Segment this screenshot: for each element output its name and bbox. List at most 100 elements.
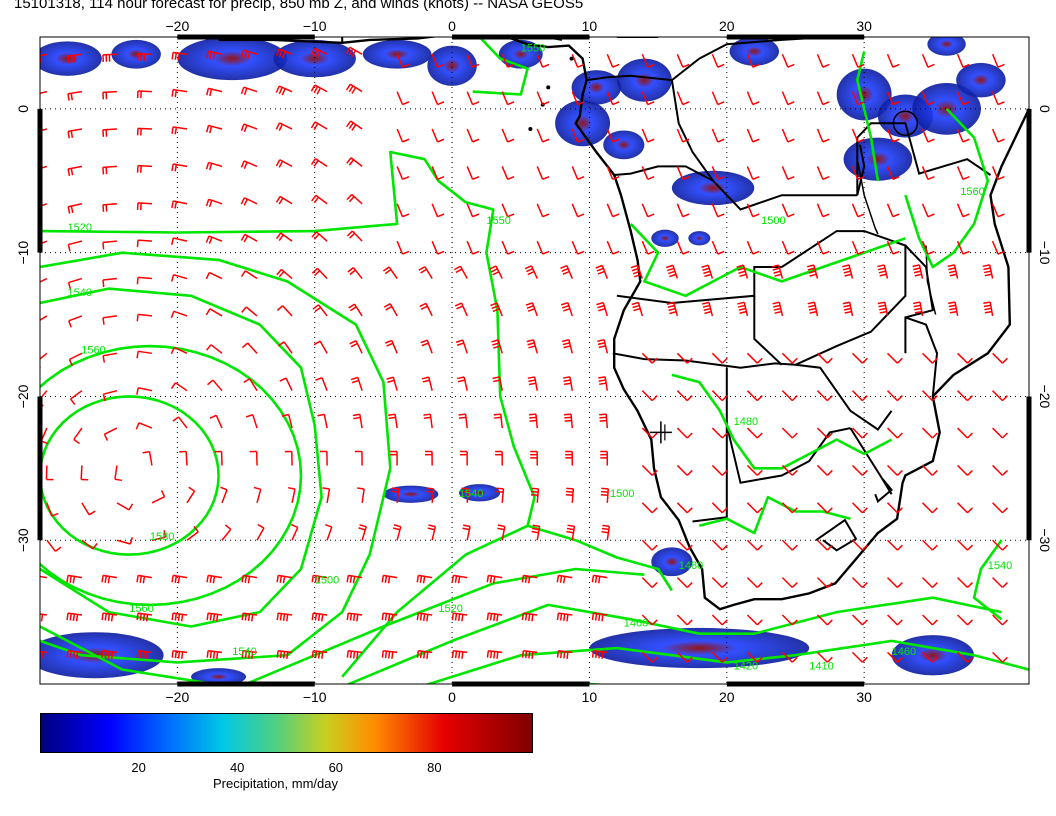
barb-flag [384, 650, 388, 659]
barb-staff [396, 91, 404, 105]
wind-barb [746, 203, 760, 218]
wind-barb [170, 310, 188, 319]
wind-barb [596, 301, 609, 317]
wind-barb [591, 649, 608, 659]
barb-flag [651, 469, 658, 476]
barb-staff [102, 165, 117, 169]
barb-flag [346, 612, 349, 621]
barb-staff [746, 53, 754, 68]
barb-flag [72, 651, 76, 659]
wind-barb [171, 574, 188, 584]
barb-flag [313, 196, 320, 204]
barb-flag [387, 613, 391, 621]
barb-flag [205, 235, 210, 243]
barb-flag [489, 265, 497, 270]
barb-flag [34, 208, 36, 215]
wind-barb [711, 502, 728, 514]
barb-flag [949, 307, 957, 311]
wind-barb [249, 450, 258, 466]
barb-flag [826, 619, 833, 626]
barb-flag [496, 614, 499, 622]
barb-flag [577, 250, 585, 255]
barb-flag [402, 175, 410, 181]
barb-staff [593, 574, 608, 579]
wind-barb [746, 91, 760, 106]
barb-flag [527, 342, 535, 346]
barb-staff [606, 203, 614, 217]
barb-flag [352, 613, 356, 621]
barb-flag [391, 487, 399, 490]
wind-barb [466, 128, 480, 143]
barb-staff [992, 577, 1004, 589]
wind-barb [324, 523, 333, 541]
wind-barb [240, 270, 258, 280]
barb-staff [991, 240, 999, 255]
wind-barb [281, 413, 293, 429]
barb-flag [983, 301, 991, 305]
barb-staff [851, 464, 863, 476]
height-contour [40, 344, 303, 607]
lake-victoria [892, 110, 919, 137]
barb-flag [171, 237, 175, 245]
wind-barb [170, 274, 188, 282]
barb-staff [851, 203, 859, 217]
wind-barb [600, 450, 609, 466]
country-border [612, 352, 796, 369]
barb-flag [577, 138, 585, 143]
wind-barb [501, 203, 515, 218]
barb-flag [682, 213, 690, 218]
barb-flag [142, 613, 146, 621]
wind-barb [842, 264, 854, 279]
barb-staff [992, 502, 1004, 514]
barb-flag [180, 614, 184, 622]
barb-staff [816, 427, 828, 439]
wind-barb [311, 612, 328, 622]
wind-barb [431, 91, 445, 106]
barb-staff [746, 502, 758, 514]
barb-flag [704, 273, 712, 278]
barb-staff [816, 390, 828, 402]
barb-flag [171, 89, 174, 97]
wind-barb [310, 84, 328, 95]
barb-flag [349, 232, 356, 239]
barb-staff [711, 427, 723, 439]
barb-flag [279, 613, 283, 621]
height-contour [40, 287, 323, 628]
barb-staff [68, 240, 83, 246]
wind-barb [40, 315, 48, 322]
wind-barb [711, 539, 728, 551]
barb-flag [807, 301, 815, 305]
barb-flag [102, 317, 105, 325]
barb-flag [560, 301, 569, 306]
barb-flag [356, 651, 359, 659]
barb-flag [35, 651, 36, 658]
barb-flag [686, 432, 693, 439]
country-border [849, 427, 893, 495]
barb-flag [311, 612, 314, 621]
barb-flag [243, 235, 249, 243]
barb-flag [826, 469, 833, 476]
barb-staff [40, 390, 48, 401]
barb-flag [602, 524, 610, 528]
wind-barb [136, 612, 153, 622]
wind-barb [816, 427, 833, 439]
wind-barb [806, 264, 819, 279]
barb-staff [392, 377, 398, 391]
wind-barb [676, 240, 690, 255]
barb-flag [651, 432, 658, 439]
wind-barb [501, 128, 515, 143]
wind-barb [214, 450, 223, 466]
barb-flag [529, 419, 537, 422]
barb-flag [949, 273, 957, 277]
barb-staff [313, 574, 328, 579]
barb-staff [603, 339, 609, 354]
barb-staff [558, 574, 573, 579]
wind-barb [956, 128, 970, 143]
barb-flag [701, 301, 710, 305]
wind-barb [67, 240, 83, 252]
barb-staff [956, 166, 964, 180]
coastlines-and-borders [218, 37, 1029, 611]
barb-staff [497, 339, 503, 354]
